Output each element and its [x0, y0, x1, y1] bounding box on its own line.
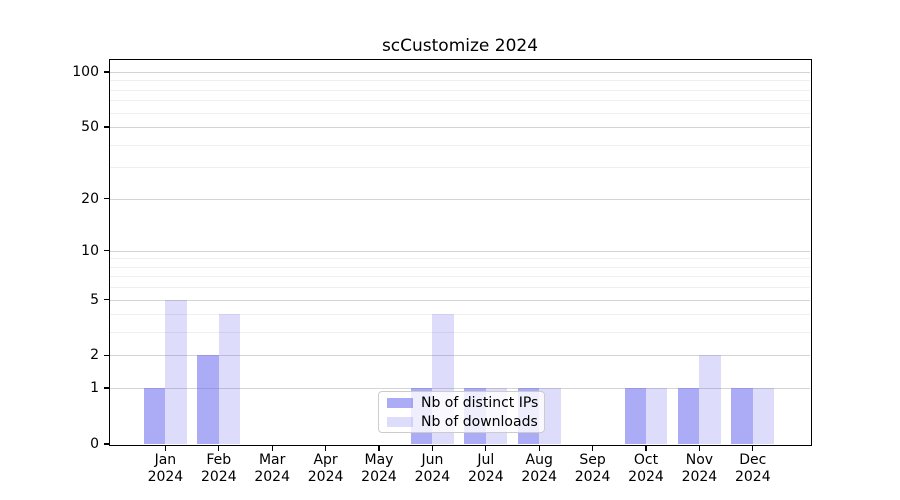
y-tick-label: 2 [90, 347, 99, 364]
gridline-minor [110, 276, 810, 278]
y-tick-mark [103, 443, 110, 445]
x-tick-label-nov: Nov 2024 [681, 452, 718, 485]
bar-downloads-dec [752, 388, 775, 444]
gridline-minor [110, 332, 810, 334]
bar-downloads-feb [218, 314, 241, 444]
gridline-minor [110, 100, 810, 102]
x-tick-label-jun: Jun 2024 [414, 452, 451, 485]
plot-frame [108, 58, 812, 446]
bar-distinct-ips-nov [678, 388, 700, 444]
x-tick-mark [645, 445, 647, 451]
x-tick-mark [698, 445, 701, 451]
y-tick-label: 0 [90, 436, 99, 452]
x-tick-mark [271, 445, 273, 451]
gridline-major [110, 299, 810, 301]
y-tick-mark [103, 250, 110, 252]
x-tick-label-oct: Oct 2024 [628, 452, 664, 485]
gridline-minor [110, 167, 810, 169]
x-tick-mark [378, 445, 380, 451]
y-tick-label: 5 [90, 291, 99, 308]
y-tick-label: 50 [81, 119, 99, 136]
bar-distinct-ips-oct [624, 388, 646, 444]
gridline-major [110, 198, 810, 200]
gridline-major [110, 250, 810, 252]
bar-distinct-ips-jan [144, 388, 166, 444]
y-tick-label: 20 [81, 190, 99, 207]
bar-downloads-jan [165, 299, 187, 444]
gridline-minor [110, 314, 810, 316]
x-tick-label-feb: Feb 2024 [200, 452, 237, 485]
gridline-major [110, 388, 810, 390]
gridline-minor [110, 258, 810, 260]
x-tick-mark [752, 445, 754, 451]
y-tick-mark [103, 354, 110, 357]
chart-title: scCustomize 2024 [381, 36, 539, 56]
gridline-major [110, 127, 810, 129]
x-tick-label-dec: Dec 2024 [734, 452, 771, 485]
bar-distinct-ips-feb [197, 355, 219, 444]
y-tick-mark [103, 387, 110, 389]
y-tick-mark [103, 126, 110, 128]
x-tick-mark [485, 445, 487, 451]
legend-entry-downloads: Nb of downloads [387, 413, 538, 430]
gridline-minor [110, 112, 810, 114]
gridline-minor [110, 80, 810, 82]
x-tick-mark [218, 445, 220, 451]
gridline-minor [110, 287, 810, 289]
x-tick-label-sep: Sep 2024 [574, 452, 611, 485]
x-tick-label-jul: Jul 2024 [467, 452, 504, 485]
bar-downloads-oct [646, 388, 668, 444]
x-tick-label-apr: Apr 2024 [307, 452, 344, 485]
x-tick-mark [324, 445, 327, 451]
x-tick-label-mar: Mar 2024 [254, 452, 290, 485]
x-tick-mark [538, 445, 540, 451]
y-tick-label: 100 [72, 64, 99, 80]
gridline-minor [110, 266, 810, 268]
legend: Nb of distinct IPs Nb of downloads [378, 391, 545, 433]
legend-entry-distinct-ips: Nb of distinct IPs [387, 394, 539, 411]
bar-distinct-ips-dec [731, 388, 753, 444]
y-tick-label: 10 [81, 242, 99, 259]
y-tick-label: 1 [90, 380, 99, 397]
y-tick-mark [103, 71, 110, 73]
x-tick-label-aug: Aug 2024 [521, 452, 557, 485]
legend-label-downloads: Nb of downloads [421, 413, 538, 430]
x-tick-mark [164, 445, 167, 451]
x-tick-mark [431, 445, 434, 451]
y-tick-mark [103, 298, 110, 301]
gridline-minor [110, 144, 810, 146]
bar-downloads-nov [699, 355, 721, 444]
legend-swatch-distinct-ips [387, 397, 413, 408]
gridline-major [110, 72, 810, 73]
x-tick-mark [591, 445, 594, 451]
y-tick-mark [103, 197, 110, 200]
x-tick-label-may: May 2024 [361, 452, 397, 485]
x-tick-label-jan: Jan 2024 [147, 452, 184, 485]
legend-label-distinct-ips: Nb of distinct IPs [421, 394, 539, 411]
legend-swatch-downloads [387, 416, 413, 427]
gridline-minor [110, 89, 810, 91]
gridline-major [110, 355, 810, 357]
